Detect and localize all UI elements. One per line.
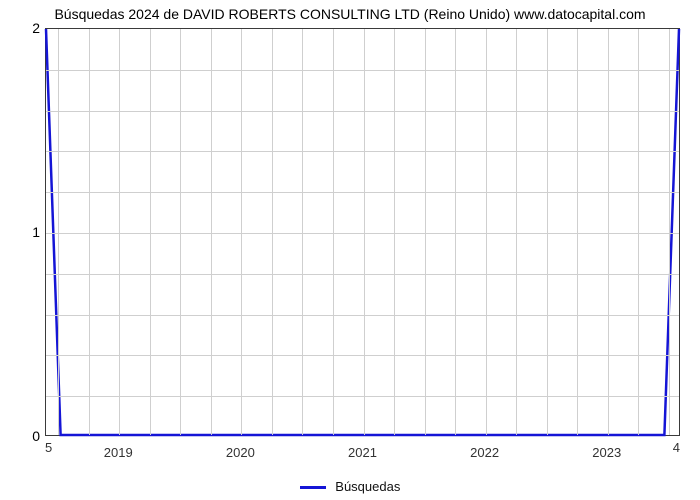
gridline-v	[89, 29, 90, 435]
gridline-v	[577, 29, 578, 435]
corner-label-right: 4	[673, 440, 680, 455]
series-line	[46, 29, 679, 435]
gridline-v	[516, 29, 517, 435]
y-tick-label: 2	[0, 20, 40, 36]
gridline-v	[119, 29, 120, 435]
gridline-h	[46, 70, 679, 71]
gridline-h	[46, 274, 679, 275]
gridline-v	[455, 29, 456, 435]
gridline-h	[46, 233, 679, 234]
gridline-v	[364, 29, 365, 435]
gridline-v	[425, 29, 426, 435]
gridline-v	[333, 29, 334, 435]
gridline-v	[180, 29, 181, 435]
gridline-v	[302, 29, 303, 435]
corner-label-left: 5	[45, 440, 52, 455]
gridline-v	[241, 29, 242, 435]
x-tick-label: 2020	[226, 445, 255, 460]
plot-area	[45, 28, 680, 436]
chart-title: Búsquedas 2024 de DAVID ROBERTS CONSULTI…	[0, 6, 700, 22]
gridline-v	[547, 29, 548, 435]
legend-swatch	[300, 486, 326, 489]
gridline-v	[394, 29, 395, 435]
gridline-h	[46, 396, 679, 397]
gridline-h	[46, 111, 679, 112]
gridline-h	[46, 355, 679, 356]
gridline-h	[46, 315, 679, 316]
gridline-v	[486, 29, 487, 435]
y-tick-label: 0	[0, 428, 40, 444]
x-tick-label: 2021	[348, 445, 377, 460]
gridline-v	[150, 29, 151, 435]
gridline-v	[608, 29, 609, 435]
gridline-v	[272, 29, 273, 435]
x-tick-label: 2019	[104, 445, 133, 460]
x-tick-label: 2023	[592, 445, 621, 460]
line-chart: Búsquedas 2024 de DAVID ROBERTS CONSULTI…	[0, 0, 700, 500]
legend-label: Búsquedas	[335, 479, 400, 494]
gridline-v	[58, 29, 59, 435]
gridline-h	[46, 151, 679, 152]
gridline-v	[638, 29, 639, 435]
x-tick-label: 2022	[470, 445, 499, 460]
y-tick-label: 1	[0, 224, 40, 240]
legend: Búsquedas	[0, 479, 700, 494]
gridline-v	[669, 29, 670, 435]
gridline-v	[211, 29, 212, 435]
gridline-h	[46, 192, 679, 193]
